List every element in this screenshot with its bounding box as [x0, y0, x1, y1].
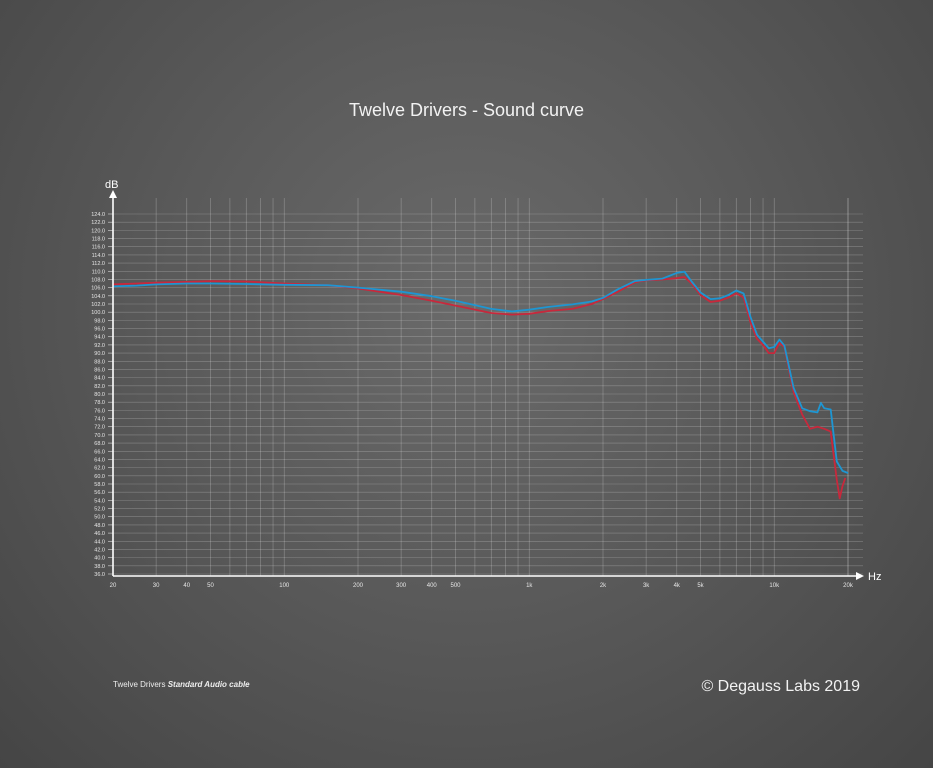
y-tick-label: 80.0: [94, 392, 105, 398]
x-tick-label: 50: [207, 583, 214, 589]
y-tick-label: 52.0: [94, 507, 105, 513]
y-tick-label: 116.0: [92, 245, 105, 251]
y-tick-label: 68.0: [94, 441, 105, 447]
y-tick-label: 84.0: [94, 376, 105, 382]
series-line-2: [112, 270, 849, 474]
y-tick-label: 90.0: [94, 351, 105, 357]
y-tick-label: 36.0: [94, 572, 105, 578]
y-tick-label: 86.0: [94, 367, 105, 373]
y-tick-label: 38.0: [94, 564, 105, 570]
series-group: [112, 270, 849, 500]
y-tick-label: 60.0: [94, 474, 105, 480]
y-tick-label: 48.0: [94, 523, 105, 529]
y-tick-label: 122.0: [91, 220, 105, 226]
x-tick-label: 5k: [697, 583, 704, 589]
y-tick-label: 108.0: [91, 277, 105, 283]
y-tick-labels: 36.0 38.0 40.0 42.0 44.0 46.0 48.0 50.0 52.0 54.0…: [91, 212, 105, 578]
y-tick-label: 96.0: [94, 327, 105, 333]
y-tick-label: 62.0: [94, 466, 105, 472]
y-tick-label: 102.0: [91, 302, 105, 308]
horizontal-grid: [108, 213, 863, 575]
y-tick-label: 88.0: [94, 359, 105, 365]
y-tick-label: 104.0: [91, 294, 105, 300]
x-tick-label: 40: [183, 583, 190, 589]
y-tick-label: 94.0: [94, 335, 105, 341]
y-tick-label: 76.0: [94, 408, 105, 414]
vertical-grid: [112, 198, 849, 576]
y-tick-label: 120.0: [91, 228, 105, 234]
y-tick-label: 44.0: [94, 539, 105, 545]
x-tick-label: 10k: [769, 583, 780, 589]
footnote-product: Twelve Drivers: [113, 680, 166, 689]
y-tick-label: 64.0: [94, 457, 105, 463]
y-axis-label: dB: [105, 179, 118, 191]
x-axis-arrow: [856, 572, 864, 580]
y-tick-label: 56.0: [94, 490, 105, 496]
y-tick-label: 58.0: [94, 482, 105, 488]
x-tick-label: 500: [450, 583, 461, 589]
x-tick-label: 200: [353, 583, 364, 589]
y-tick-label: 54.0: [94, 498, 105, 504]
x-tick-label: 30: [153, 583, 160, 589]
x-tick-label: 4k: [674, 583, 681, 589]
y-tick-label: 74.0: [94, 417, 105, 423]
y-tick-label: 42.0: [94, 547, 105, 553]
y-tick-label: 72.0: [94, 425, 105, 431]
x-tick-label: 20: [110, 583, 117, 589]
x-tick-label: 3k: [643, 583, 650, 589]
y-tick-label: 78.0: [94, 400, 105, 406]
y-tick-label: 98.0: [94, 318, 105, 324]
y-tick-label: 66.0: [94, 449, 105, 455]
y-tick-label: 110.0: [92, 269, 105, 275]
x-tick-label: 1k: [526, 583, 533, 589]
x-tick-label: 2k: [600, 583, 607, 589]
x-tick-label: 100: [279, 583, 290, 589]
y-axis-arrow: [109, 190, 117, 198]
footnote-cable: Standard Audio cable: [167, 680, 250, 689]
y-tick-label: 124.0: [91, 212, 105, 218]
y-tick-label: 106.0: [91, 286, 105, 292]
y-tick-label: 82.0: [94, 384, 105, 390]
y-tick-label: 100.0: [91, 310, 105, 316]
series-line-1: [112, 276, 847, 500]
x-tick-label: 400: [427, 583, 438, 589]
y-tick-label: 112.0: [92, 261, 105, 267]
x-tick-labels: 20 30 40 50 100 200 300 400 500 1k 2k 3k 4k 5k 10k 20k: [110, 583, 854, 589]
y-tick-label: 114.0: [92, 253, 105, 259]
chart-title: Twelve Drivers - Sound curve: [348, 100, 585, 120]
y-tick-label: 70.0: [94, 433, 105, 439]
y-tick-label: 40.0: [94, 556, 105, 562]
y-tick-label: 92.0: [94, 343, 105, 349]
copyright: © Degauss Labs 2019: [701, 678, 860, 695]
x-tick-label: 20k: [843, 583, 854, 589]
y-tick-label: 50.0: [94, 515, 105, 521]
y-tick-label: 118.0: [92, 237, 105, 243]
x-tick-label: 300: [396, 583, 407, 589]
y-tick-label: 46.0: [94, 531, 105, 537]
x-axis-label: Hz: [868, 571, 881, 583]
footnote: Twelve Drivers Standard Audio cable: [113, 680, 250, 689]
